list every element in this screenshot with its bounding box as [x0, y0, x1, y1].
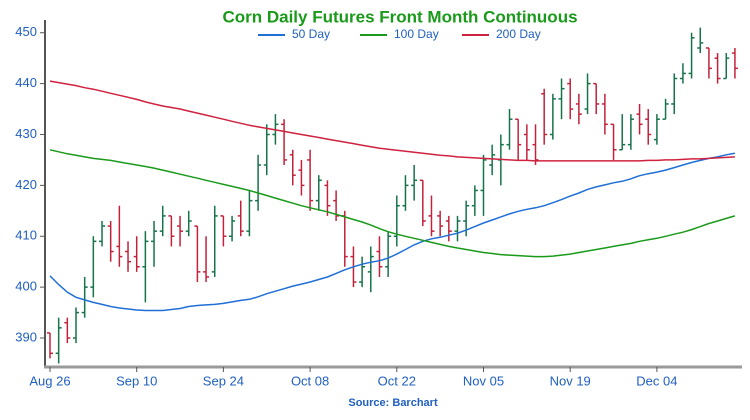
y-tick-label: 400: [15, 279, 37, 294]
legend-label: 200 Day: [496, 27, 541, 41]
chart-title: Corn Daily Futures Front Month Continuou…: [222, 7, 577, 26]
x-tick-label: Aug 26: [29, 373, 70, 388]
x-tick-label: Dec 04: [636, 373, 677, 388]
y-tick-label: 430: [15, 126, 37, 141]
source: Source: Barchart: [348, 397, 438, 409]
x-tick-label: Nov 05: [463, 373, 504, 388]
x-tick-label: Sep 24: [203, 373, 244, 388]
legend-label: 100 Day: [394, 27, 439, 41]
moving-average-line: [49, 80, 735, 162]
x-tick-label: Nov 19: [550, 373, 591, 388]
moving-average-line: [49, 152, 736, 312]
moving-average-line: [49, 149, 736, 258]
legend-label: 50 Day: [292, 27, 330, 41]
x-tick-label: Oct 08: [291, 373, 329, 388]
y-tick-label: 450: [15, 24, 37, 39]
x-tick-label: Sep 10: [116, 373, 157, 388]
y-tick-label: 390: [15, 329, 37, 344]
x-tick-label: Oct 22: [378, 373, 416, 388]
y-tick-label: 420: [15, 177, 37, 192]
y-tick-label: 440: [15, 75, 37, 90]
y-tick-label: 410: [15, 228, 37, 243]
